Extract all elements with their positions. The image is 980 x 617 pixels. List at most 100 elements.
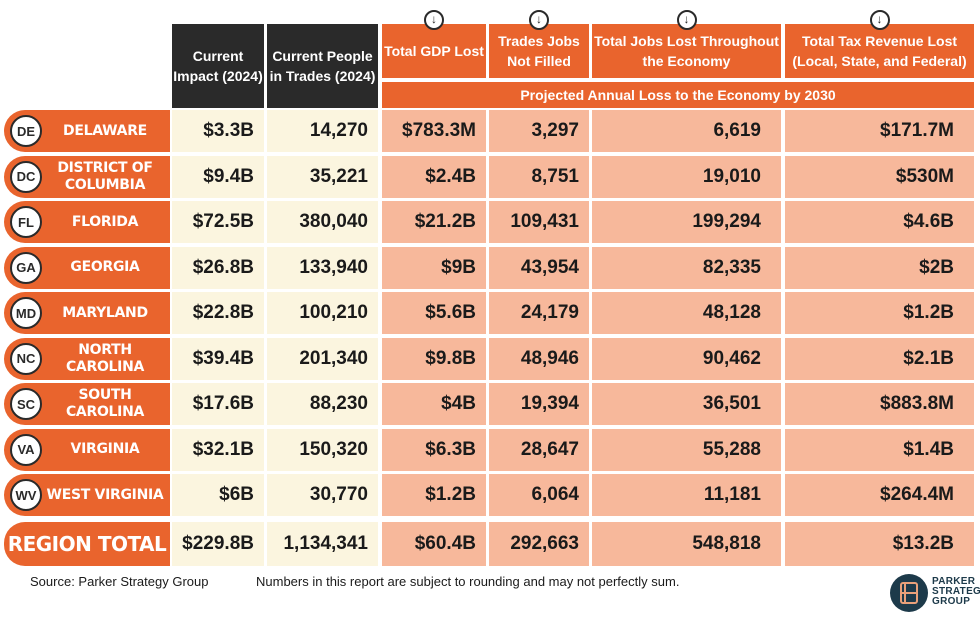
- state-name: FLORIDA: [71, 213, 139, 230]
- table-row: DC DISTRICT OF COLUMBIA $9.4B 35,221 $2.4B 8,…: [0, 155, 980, 198]
- table-cell-jobs: 199,294: [592, 201, 781, 243]
- table-cell-trades: 3,297: [489, 110, 589, 152]
- table-cell-impact: $17.6B: [172, 383, 264, 425]
- state-abbr-badge: MD: [10, 297, 42, 329]
- total-label-pill: [4, 521, 170, 566]
- table-row: GA GEORGIA $26.8B 133,940 $9B 43,954 82,335 $2B: [0, 246, 980, 289]
- table-cell-tax: $1.4B: [785, 428, 974, 471]
- header-current-people-label: Current People in Trades (2024): [269, 48, 376, 84]
- table-cell-people: 201,340: [267, 337, 378, 380]
- table-cell-gdp: $6.3B: [382, 428, 486, 471]
- table-cell-trades: 43,954: [489, 246, 589, 289]
- table-cell-people: 100,210: [267, 292, 378, 334]
- table-cell-gdp: $2.4B: [382, 155, 486, 198]
- table-row: VA VIRGINIA $32.1B 150,320 $6.3B 28,647 55,288…: [0, 428, 980, 471]
- state-abbr-badge: FL: [10, 206, 42, 238]
- table-row: MD MARYLAND $22.8B 100,210 $5.6B 24,179 48,128…: [0, 292, 980, 334]
- table-cell-trades: 6,064: [489, 474, 589, 516]
- state-abbr-badge: DC: [10, 160, 42, 193]
- state-abbr-badge: SC: [10, 388, 42, 420]
- state-label: SC SOUTH CAROLINA: [4, 383, 170, 425]
- total-cell-gdp: $60.4B: [382, 521, 486, 566]
- state-name: NORTH CAROLINA: [65, 341, 145, 375]
- table-cell-trades: 24,179: [489, 292, 589, 334]
- down-arrow-icon: ↓: [424, 10, 444, 30]
- table-cell-people: 133,940: [267, 246, 378, 289]
- table-cell-impact: $26.8B: [172, 246, 264, 289]
- table-cell-tax: $530M: [785, 155, 974, 198]
- logo-line2: STRATEGY: [932, 586, 980, 597]
- table-cell-impact: $22.8B: [172, 292, 264, 334]
- table-cell-jobs: 11,181: [592, 474, 781, 516]
- state-label: VA VIRGINIA: [4, 428, 170, 471]
- table-cell-gdp: $1.2B: [382, 474, 486, 516]
- header-gdp-lost-label: Total GDP Lost: [384, 43, 484, 59]
- state-abbr-badge: GA: [10, 251, 42, 284]
- table-cell-people: 380,040: [267, 201, 378, 243]
- table-cell-trades: 8,751: [489, 155, 589, 198]
- table-cell-gdp: $9.8B: [382, 337, 486, 380]
- table-total-row: REGION TOTAL $229.8B 1,134,341 $60.4B 292,66…: [0, 521, 980, 566]
- table-cell-people: 14,270: [267, 110, 378, 152]
- table-cell-jobs: 36,501: [592, 383, 781, 425]
- header-tax-revenue-lost: ↓ Total Tax Revenue Lost (Local, State, …: [785, 10, 974, 78]
- table-row: WV WEST VIRGINIA $6B 30,770 $1.2B 6,064 11,181…: [0, 474, 980, 516]
- table-cell-people: 150,320: [267, 428, 378, 471]
- table-cell-people: 35,221: [267, 155, 378, 198]
- header-trades-jobs: ↓ Trades Jobs Not Filled: [489, 10, 589, 78]
- state-abbr-badge: VA: [10, 433, 42, 466]
- table-cell-impact: $6B: [172, 474, 264, 516]
- state-abbr-badge: DE: [10, 115, 42, 147]
- table-cell-jobs: 90,462: [592, 337, 781, 380]
- table-cell-gdp: $9B: [382, 246, 486, 289]
- table-cell-jobs: 55,288: [592, 428, 781, 471]
- table-cell-impact: $39.4B: [172, 337, 264, 380]
- state-name: SOUTH CAROLINA: [65, 387, 145, 420]
- table-cell-trades: 28,647: [489, 428, 589, 471]
- state-abbr-badge: NC: [10, 342, 42, 375]
- table-cell-impact: $32.1B: [172, 428, 264, 471]
- header-gdp-lost: ↓ Total GDP Lost: [382, 10, 486, 78]
- table-cell-tax: $2B: [785, 246, 974, 289]
- table-cell-jobs: 82,335: [592, 246, 781, 289]
- header-total-jobs-lost: ↓ Total Jobs Lost Throughout the Economy: [592, 10, 781, 78]
- header-current-impact: Current Impact (2024): [172, 24, 264, 108]
- logo-wordmark: PARKER STRATEGY GROUP: [932, 577, 980, 607]
- table-cell-tax: $2.1B: [785, 337, 974, 380]
- table-row: SC SOUTH CAROLINA $17.6B 88,230 $4B 19,394 36,…: [0, 383, 980, 425]
- down-arrow-icon: ↓: [869, 10, 890, 30]
- logo-line3: GROUP: [932, 596, 971, 607]
- table-cell-gdp: $4B: [382, 383, 486, 425]
- table-row: DE DELAWARE $3.3B 14,270 $783.3M 3,297 6,619 $1…: [0, 110, 980, 152]
- state-name: DISTRICT OF COLUMBIA: [57, 159, 153, 193]
- table-cell-trades: 48,946: [489, 337, 589, 380]
- table-row: NC NORTH CAROLINA $39.4B 201,340 $9.8B 48,946…: [0, 337, 980, 380]
- state-label: DE DELAWARE: [4, 110, 170, 152]
- table-cell-tax: $1.2B: [785, 292, 974, 334]
- table-cell-tax: $171.7M: [785, 110, 974, 152]
- total-cell-trades: 292,663: [489, 521, 589, 566]
- table-cell-trades: 19,394: [489, 383, 589, 425]
- table-cell-impact: $9.4B: [172, 155, 264, 198]
- table-cell-trades: 109,431: [489, 201, 589, 243]
- region-total-label: REGION TOTAL: [7, 531, 167, 556]
- state-name: MARYLAND: [62, 304, 148, 321]
- table-cell-tax: $4.6B: [785, 201, 974, 243]
- header-current-people: Current People in Trades (2024): [267, 24, 378, 108]
- source-note: Source: Parker Strategy Group: [30, 574, 209, 589]
- state-label: WV WEST VIRGINIA: [4, 474, 170, 516]
- table-cell-impact: $3.3B: [172, 110, 264, 152]
- table-cell-jobs: 6,619: [592, 110, 781, 152]
- state-name: GEORGIA: [70, 259, 140, 275]
- state-label: NC NORTH CAROLINA: [4, 337, 170, 380]
- table-cell-impact: $72.5B: [172, 201, 264, 243]
- total-cell-tax: $13.2B: [785, 521, 974, 566]
- header-trades-jobs-label: Trades Jobs Not Filled: [498, 33, 580, 69]
- table-row: FL FLORIDA $72.5B 380,040 $21.2B 109,431 199,2…: [0, 201, 980, 243]
- state-name: DELAWARE: [63, 122, 147, 139]
- total-cell-people: 1,134,341: [267, 521, 378, 566]
- rounding-note: Numbers in this report are subject to ro…: [256, 574, 680, 589]
- table-cell-people: 88,230: [267, 383, 378, 425]
- state-label: FL FLORIDA: [4, 201, 170, 243]
- state-name: VIRGINIA: [70, 441, 140, 457]
